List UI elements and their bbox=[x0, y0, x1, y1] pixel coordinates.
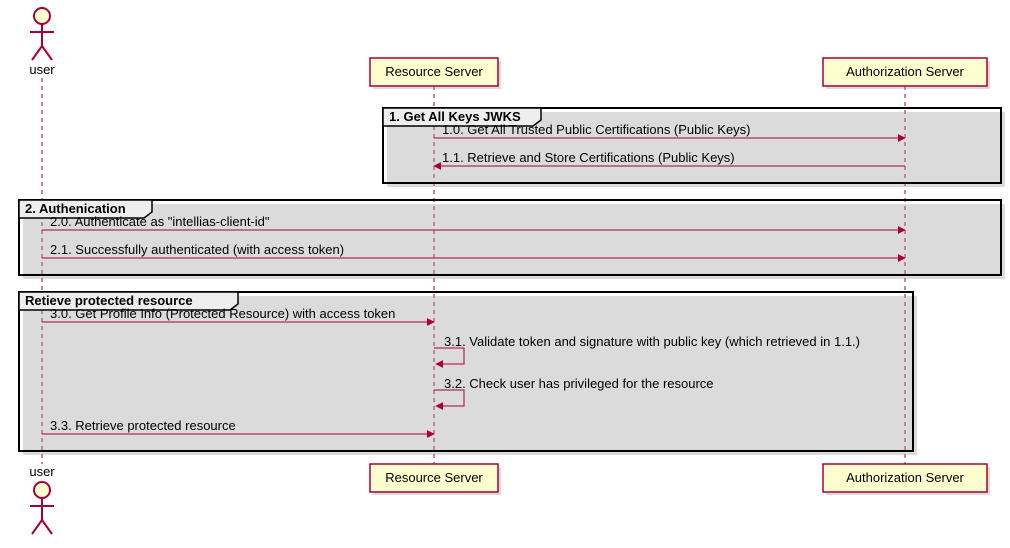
message-label: 3.1. Validate token and signature with p… bbox=[444, 334, 860, 349]
participant-label: Authorization Server bbox=[846, 470, 964, 485]
message-label: 3.2. Check user has privileged for the r… bbox=[444, 376, 714, 391]
sequence-diagram: 1. Get All Keys JWKS2. AuthenicationReti… bbox=[4, 4, 1010, 544]
message-label: 1.1. Retrieve and Store Certifications (… bbox=[442, 150, 735, 165]
participant-label: Authorization Server bbox=[846, 64, 964, 79]
actor-label: user bbox=[29, 62, 55, 77]
actor-label: user bbox=[29, 464, 55, 479]
message-label: 1.0. Get All Trusted Public Certificatio… bbox=[442, 122, 751, 137]
message-label: 2.1. Successfully authenticated (with ac… bbox=[50, 242, 344, 257]
message-label: 2.0. Authenticate as "intellias-client-i… bbox=[50, 214, 270, 229]
actor-user: user bbox=[29, 464, 55, 534]
participant-label: Resource Server bbox=[385, 64, 483, 79]
actor-user: user bbox=[29, 8, 55, 77]
message-label: 3.0. Get Profile Info (Protected Resourc… bbox=[50, 306, 395, 321]
message-label: 3.3. Retrieve protected resource bbox=[50, 418, 236, 433]
participant-label: Resource Server bbox=[385, 470, 483, 485]
